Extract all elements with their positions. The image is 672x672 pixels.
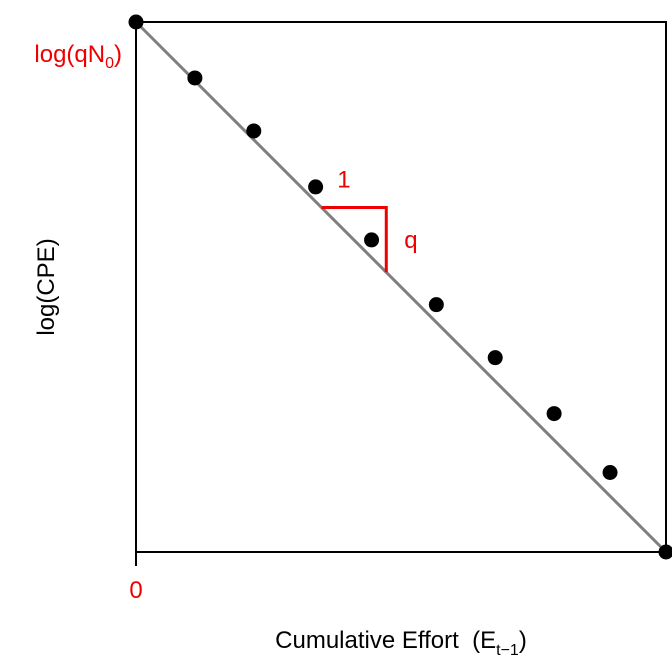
x-axis-label: Cumulative Effort (Et−1) [275, 627, 527, 659]
data-point [602, 465, 618, 480]
y-axis-label: log(CPE) [33, 238, 60, 335]
x-tick-label: 0 [129, 577, 142, 604]
plot-frame [135, 21, 667, 553]
data-point [428, 297, 444, 313]
slope-run-label: 1 [337, 167, 350, 194]
points-layer [128, 14, 672, 560]
data-point [246, 123, 262, 139]
data-point [364, 232, 380, 248]
slope-rise-label: q [404, 227, 417, 254]
data-point [308, 179, 324, 195]
data-point [546, 406, 562, 422]
data-point [658, 544, 672, 560]
y-intercept-label: log(qN0) [34, 41, 122, 72]
data-point [128, 14, 144, 30]
fit-line [134, 20, 668, 554]
slope-triangle [321, 206, 388, 273]
data-point [487, 350, 503, 366]
data-point [187, 70, 203, 86]
